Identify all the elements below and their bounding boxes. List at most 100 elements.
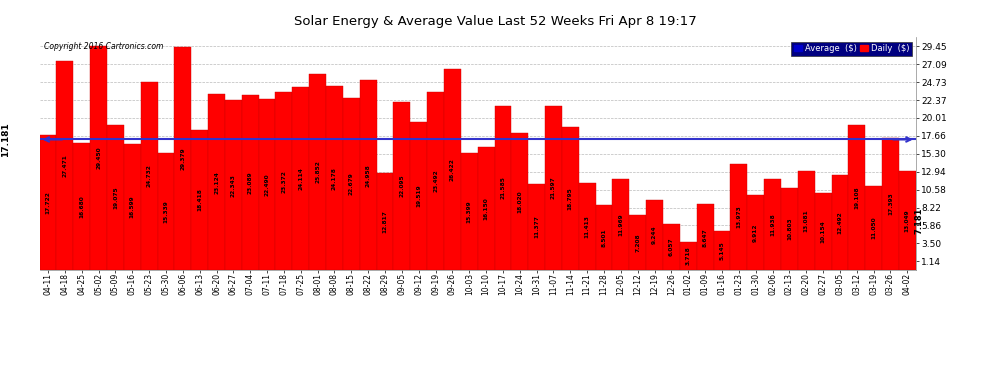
Bar: [107, 125, 124, 270]
Text: 21.597: 21.597: [551, 177, 556, 200]
Bar: [529, 183, 545, 270]
Bar: [343, 98, 359, 270]
Text: 9.912: 9.912: [753, 223, 758, 242]
Text: 26.422: 26.422: [449, 158, 454, 181]
Text: 24.958: 24.958: [365, 164, 370, 186]
Bar: [242, 94, 258, 270]
Bar: [562, 127, 579, 270]
Bar: [815, 193, 832, 270]
Text: 21.585: 21.585: [501, 177, 506, 200]
Legend: Average  ($), Daily  ($): Average ($), Daily ($): [791, 42, 912, 56]
Text: 19.108: 19.108: [854, 186, 859, 209]
Bar: [512, 133, 529, 270]
Text: 16.150: 16.150: [483, 197, 489, 220]
Text: 22.095: 22.095: [399, 175, 404, 197]
Text: 18.418: 18.418: [197, 189, 202, 211]
Bar: [663, 224, 680, 270]
Bar: [630, 215, 646, 270]
Text: 11.969: 11.969: [619, 213, 624, 236]
Text: 24.732: 24.732: [147, 165, 151, 188]
Text: 19.075: 19.075: [113, 186, 118, 209]
Bar: [697, 204, 714, 270]
Text: 11.050: 11.050: [871, 217, 876, 239]
Bar: [225, 100, 242, 270]
Bar: [596, 206, 613, 270]
Bar: [882, 138, 899, 270]
Text: 13.973: 13.973: [737, 206, 742, 228]
Text: 7.208: 7.208: [636, 233, 641, 252]
Text: Copyright 2016 Cartronics.com: Copyright 2016 Cartronics.com: [44, 42, 163, 51]
Bar: [174, 47, 191, 270]
Bar: [191, 130, 208, 270]
Bar: [764, 179, 781, 270]
Bar: [359, 80, 376, 270]
Bar: [141, 82, 157, 270]
Text: 23.089: 23.089: [248, 171, 252, 194]
Text: 27.471: 27.471: [62, 154, 67, 177]
Text: 17.393: 17.393: [888, 192, 893, 215]
Text: 29.450: 29.450: [96, 147, 101, 170]
Bar: [427, 92, 444, 270]
Text: 13.049: 13.049: [905, 209, 910, 232]
Text: 17.181: 17.181: [1, 122, 11, 157]
Text: 22.343: 22.343: [231, 174, 236, 196]
Bar: [444, 69, 460, 270]
Text: 10.154: 10.154: [821, 220, 826, 243]
Bar: [393, 102, 410, 270]
Text: 23.492: 23.492: [433, 170, 438, 192]
Bar: [275, 92, 292, 270]
Bar: [40, 135, 56, 270]
Text: 29.379: 29.379: [180, 147, 185, 170]
Text: 11.938: 11.938: [770, 213, 775, 236]
Text: 8.501: 8.501: [602, 228, 607, 247]
Text: 12.492: 12.492: [838, 211, 842, 234]
Bar: [376, 172, 393, 270]
Text: 22.490: 22.490: [264, 173, 269, 196]
Bar: [579, 183, 596, 270]
Text: Solar Energy & Average Value Last 52 Weeks Fri Apr 8 19:17: Solar Energy & Average Value Last 52 Wee…: [294, 15, 696, 28]
Text: 6.057: 6.057: [669, 238, 674, 256]
Bar: [460, 153, 477, 270]
Text: 18.020: 18.020: [518, 190, 523, 213]
Text: 23.372: 23.372: [281, 170, 286, 193]
Bar: [326, 86, 343, 270]
Bar: [495, 106, 512, 270]
Text: 5.145: 5.145: [720, 241, 725, 260]
Text: 17.722: 17.722: [46, 191, 50, 214]
Bar: [477, 147, 495, 270]
Bar: [731, 164, 747, 270]
Text: 12.817: 12.817: [382, 210, 387, 233]
Text: 16.599: 16.599: [130, 196, 135, 218]
Text: 24.178: 24.178: [332, 167, 337, 190]
Text: 7.181: 7.181: [914, 207, 924, 234]
Text: 25.852: 25.852: [315, 160, 320, 183]
Text: 18.795: 18.795: [568, 187, 573, 210]
Bar: [292, 87, 309, 270]
Bar: [832, 175, 848, 270]
Bar: [680, 242, 697, 270]
Text: 24.114: 24.114: [298, 167, 303, 190]
Text: 9.244: 9.244: [652, 226, 657, 244]
Bar: [157, 153, 174, 270]
Text: 16.680: 16.680: [79, 195, 84, 218]
Text: 10.803: 10.803: [787, 217, 792, 240]
Bar: [798, 171, 815, 270]
Bar: [208, 94, 225, 270]
Bar: [646, 200, 663, 270]
Text: 22.679: 22.679: [348, 172, 353, 195]
Text: 8.647: 8.647: [703, 228, 708, 246]
Bar: [73, 143, 90, 270]
Bar: [848, 125, 865, 270]
Bar: [124, 144, 141, 270]
Text: 23.124: 23.124: [214, 171, 219, 194]
Text: 11.377: 11.377: [535, 215, 540, 238]
Bar: [613, 179, 630, 270]
Bar: [90, 46, 107, 270]
Bar: [781, 188, 798, 270]
Bar: [309, 74, 326, 270]
Bar: [545, 106, 562, 270]
Bar: [258, 99, 275, 270]
Bar: [747, 195, 764, 270]
Text: 13.081: 13.081: [804, 209, 809, 232]
Text: 11.413: 11.413: [585, 215, 590, 238]
